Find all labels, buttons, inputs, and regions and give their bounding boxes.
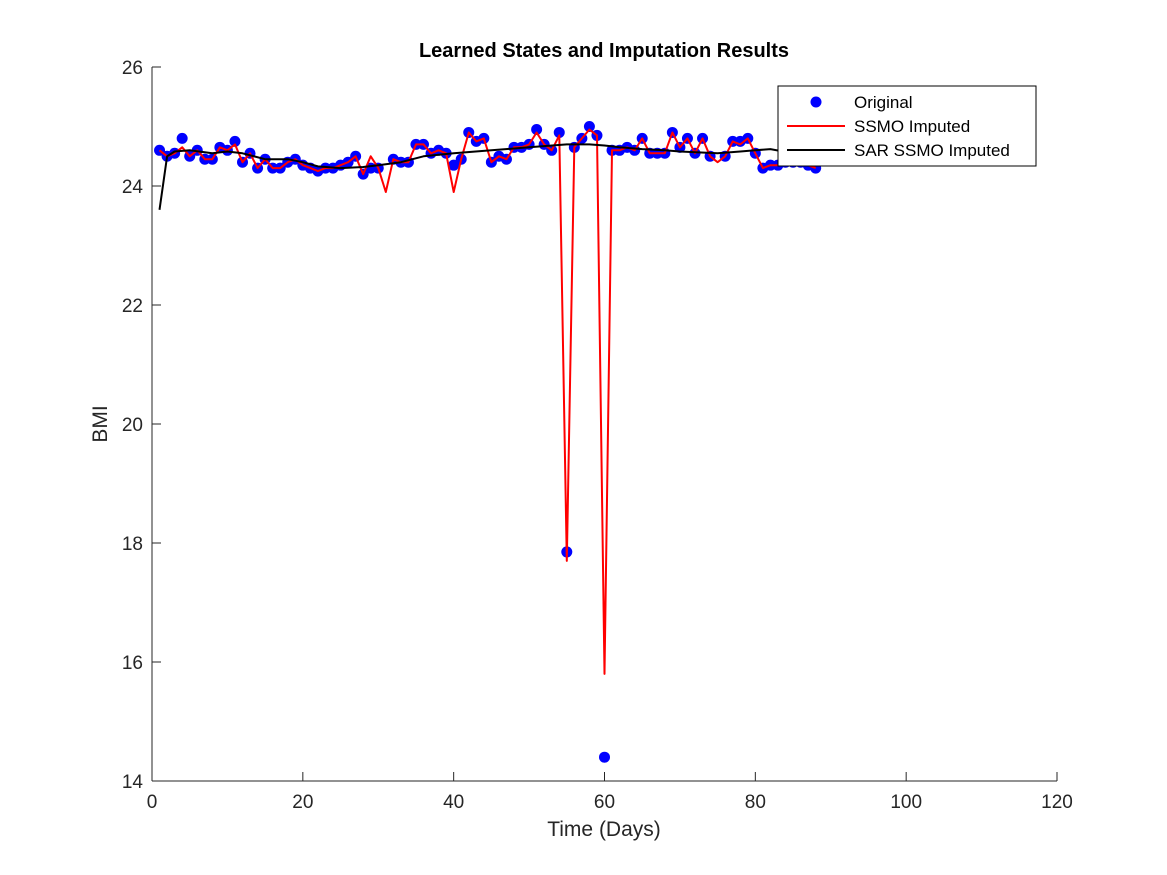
legend-label-ssmo: SSMO Imputed (854, 117, 970, 136)
x-tick-label: 0 (147, 792, 158, 813)
ticks: 0 20 40 60 80 100 120 14 16 18 20 22 24 26 (122, 58, 1073, 813)
y-tick-label: 22 (122, 296, 143, 317)
original-point (599, 751, 610, 763)
x-tick-label: 60 (594, 792, 615, 813)
original-point (448, 159, 460, 171)
x-tick-label: 80 (745, 792, 766, 813)
legend-label-sar-ssmo: SAR SSMO Imputed (854, 141, 1010, 160)
y-tick-label: 18 (122, 534, 143, 555)
y-tick-label: 14 (122, 772, 144, 793)
y-axis-label: BMI (89, 405, 112, 442)
y-tick-label: 24 (122, 177, 144, 198)
legend-marker-original (810, 96, 822, 108)
original-point (176, 132, 188, 144)
legend-box (777, 85, 1037, 167)
sar-ssmo-imputed-line (158, 143, 816, 210)
y-tick-label: 26 (122, 58, 143, 79)
plot-area (154, 121, 822, 763)
original-point (229, 135, 241, 147)
original-point (583, 121, 595, 132)
x-tick-label: 120 (1041, 792, 1073, 813)
x-axis-label: Time (Days) (547, 818, 661, 841)
original-point (531, 123, 543, 135)
x-tick-label: 100 (890, 792, 922, 813)
x-tick-label: 20 (292, 792, 313, 813)
legend: Original SSMO Imputed SAR SSMO Imputed (777, 85, 1037, 167)
y-tick-label: 20 (122, 415, 143, 436)
legend-label-original: Original (854, 93, 913, 112)
y-tick-label: 16 (122, 653, 143, 674)
original-point (553, 126, 565, 138)
ssmo-imputed-line (158, 128, 817, 675)
x-tick-label: 40 (443, 792, 464, 813)
chart-title: Learned States and Imputation Results (419, 40, 789, 62)
